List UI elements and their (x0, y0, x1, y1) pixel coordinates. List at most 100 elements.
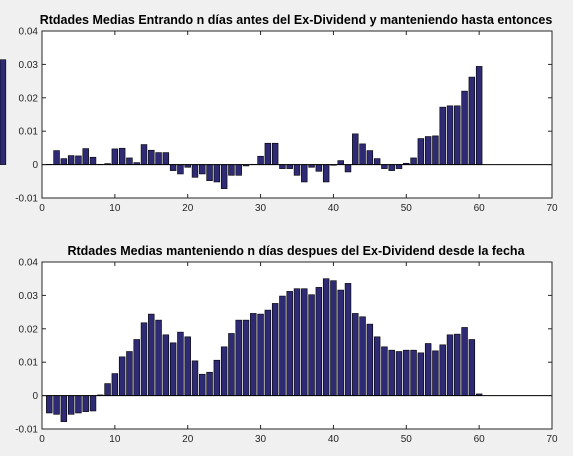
chart-bottom-bar-43 (352, 313, 359, 396)
chart-bottom-bar-10 (111, 373, 119, 396)
chart-bottom-bar-42 (344, 283, 352, 396)
chart-bottom-bar-15 (148, 313, 155, 396)
chart-top-bar-19 (177, 164, 184, 175)
chart-bottom-bar-6 (82, 395, 89, 412)
chart-bottom-bar-52 (417, 352, 425, 396)
chart-bottom-bar-51 (410, 349, 417, 396)
chart-top-bar-56 (446, 105, 454, 165)
chart-bottom-bar-33 (279, 295, 286, 396)
chart-bottom-bar-35 (293, 288, 301, 396)
chart-bottom-bar-3 (60, 395, 68, 422)
chart-top-ytick-label: 0.04 (19, 27, 39, 38)
chart-bottom-bar-32 (271, 303, 279, 396)
chart-bottom-bar-59 (468, 339, 476, 396)
chart-top-xtick-label: 0 (39, 203, 45, 214)
chart-top-bar-25 (220, 164, 228, 189)
chart-bottom-bar-26 (228, 333, 235, 396)
chart-top-bar-47 (381, 164, 388, 169)
chart-top-bar-24 (213, 164, 221, 183)
chart-top-bar-18 (169, 164, 177, 171)
chart-top-bar-undefined (0, 59, 7, 165)
chart-top-bar-36 (301, 164, 308, 183)
chart-bottom-bar-5 (75, 395, 82, 414)
chart-bottom-bar-18 (169, 342, 177, 396)
chart-bottom-bar-56 (446, 334, 454, 396)
chart-top-xtick-label: 20 (182, 203, 194, 214)
chart-top-bar-57 (454, 105, 461, 165)
chart-top-bar-26 (228, 164, 235, 176)
chart-top-xtick-label: 40 (328, 203, 340, 214)
chart-bottom-bar-44 (359, 316, 366, 396)
chart-top-bar-14 (140, 144, 148, 165)
chart-bottom-bar-57 (454, 333, 461, 396)
chart-top-bar-59 (468, 76, 476, 165)
chart-bottom-bar-39 (322, 278, 330, 396)
chart-bottom: Rtdades Medias manteniendo n días despue… (15, 244, 558, 445)
chart-bottom-bar-13 (133, 339, 140, 396)
chart-bottom-bar-41 (337, 289, 344, 396)
chart-top-bar-3 (60, 158, 68, 165)
chart-bottom-xtick-label: 10 (109, 434, 121, 445)
chart-top-bar-32 (271, 142, 279, 165)
chart-top-bar-54 (432, 135, 439, 165)
chart-top-bar-39 (322, 164, 330, 183)
chart-top-xtick-label: 50 (401, 203, 413, 214)
chart-top-bar-34 (286, 164, 293, 169)
chart-bottom-bar-22 (199, 373, 206, 396)
chart-top-ytick-label: 0.02 (19, 93, 39, 104)
chart-bottom-bar-40 (330, 280, 337, 396)
chart-top-ytick-label: 0 (32, 160, 38, 171)
chart-bottom-bar-31 (264, 309, 272, 396)
chart-bottom-bar-21 (191, 360, 199, 396)
chart-top-bar-16 (155, 152, 162, 165)
chart-bottom-bar-16 (155, 319, 162, 396)
chart-bottom-bar-47 (381, 346, 388, 396)
chart-top-bar-46 (373, 158, 381, 165)
chart-bottom-bar-58 (461, 327, 468, 396)
chart-top-bar-31 (264, 142, 272, 165)
chart-top-bar-35 (293, 164, 301, 176)
chart-bottom-bar-30 (257, 313, 264, 396)
chart-top-ytick-label: 0.03 (19, 60, 39, 71)
chart-top-bar-22 (199, 164, 206, 175)
chart-bottom-bar-1 (46, 395, 53, 414)
chart-bottom-bar-9 (104, 383, 111, 396)
chart-top-bar-10 (111, 148, 119, 165)
chart-bottom-xtick-label: 30 (255, 434, 267, 445)
chart-top-bar-53 (424, 136, 432, 165)
chart-bottom-bar-28 (242, 319, 250, 396)
chart-top-bar-7 (89, 156, 97, 165)
chart-bottom-bar-38 (315, 287, 323, 396)
chart-bottom-xtick-label: 60 (474, 434, 486, 445)
chart-top-xtick-label: 10 (109, 203, 121, 214)
chart-top-bar-15 (148, 149, 155, 165)
chart-top-title: Rtdades Medias Entrando n días antes del… (40, 13, 553, 27)
chart-bottom-ytick-label: 0.03 (19, 291, 39, 302)
chart-top-bar-4 (67, 155, 75, 165)
chart-bottom-bar-4 (67, 395, 75, 415)
chart-bottom-bar-37 (308, 294, 315, 396)
chart-bottom-bar-27 (235, 319, 242, 396)
chart-top-bar-55 (439, 106, 446, 165)
chart-bottom-bar-20 (184, 336, 191, 396)
chart-top-ytick-label: 0.01 (19, 127, 39, 138)
chart-bottom-bar-12 (126, 351, 133, 396)
chart-top: Rtdades Medias Entrando n días antes del… (0, 13, 558, 214)
chart-bottom-bar-55 (439, 344, 446, 396)
chart-bottom-bar-19 (177, 331, 184, 396)
chart-bottom-y-axis: -0.01 0 0.01 0.02 0.03 0.04 (15, 258, 552, 436)
chart-top-bars (0, 59, 483, 189)
chart-bottom-ytick-label: 0 (32, 391, 38, 402)
chart-top-bar-21 (191, 164, 199, 178)
chart-top-bar-48 (388, 164, 395, 171)
chart-bottom-bar-11 (118, 356, 126, 396)
chart-top-y-axis: -0.01 0 0.01 0.02 0.03 0.04 (15, 27, 552, 205)
chart-bottom-xtick-label: 40 (328, 434, 340, 445)
chart-bottom-bar-53 (424, 343, 432, 396)
chart-bottom-bar-54 (432, 350, 439, 396)
chart-top-bar-30 (257, 155, 264, 165)
chart-bottom-bar-46 (373, 336, 381, 396)
chart-top-bar-5 (75, 155, 82, 165)
chart-bottom-xtick-label: 70 (546, 434, 558, 445)
